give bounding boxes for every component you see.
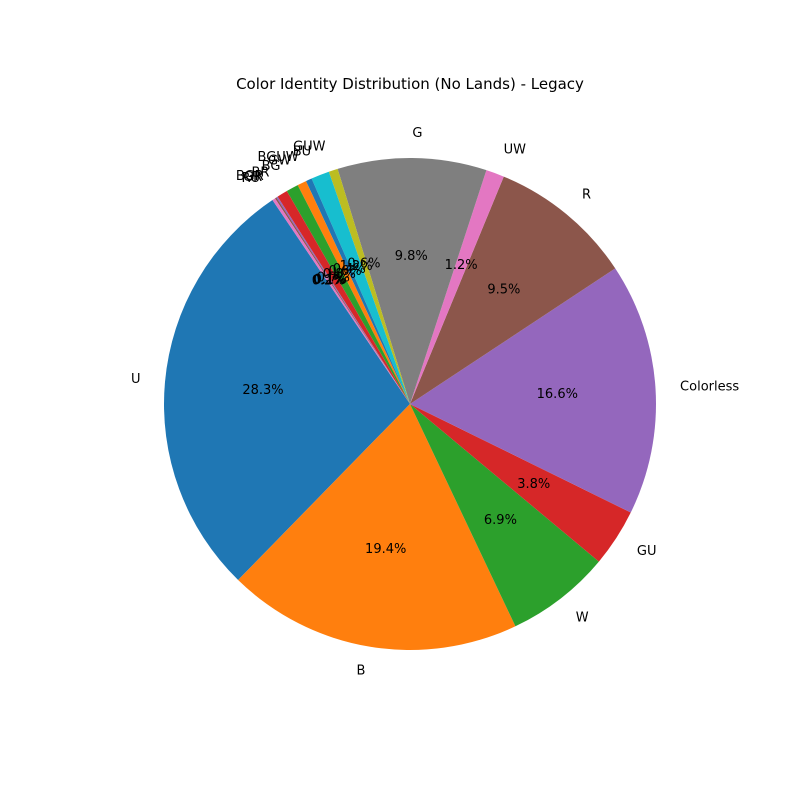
pie-slice-gu: [410, 404, 631, 562]
slice-percent-ru: 0.2%: [312, 274, 345, 289]
slice-percent-w: 6.9%: [484, 513, 517, 528]
slice-percent-bu: 1.2%: [340, 259, 373, 274]
slice-percent-g: 9.8%: [395, 249, 428, 264]
slice-percent-bgr: 0.1%: [314, 272, 347, 287]
slice-label-bguw: BGUW: [258, 150, 299, 165]
slice-label-b: B: [357, 663, 366, 678]
slice-percent-gu: 3.8%: [517, 477, 550, 492]
slice-label-br: BR: [251, 165, 269, 180]
slice-label-w: W: [576, 610, 589, 625]
pie-slice-g: [337, 158, 487, 404]
pie-slice-u: [163, 200, 410, 580]
slice-label-gw: GW: [268, 153, 291, 168]
slice-percent-u: 28.3%: [242, 383, 283, 398]
slice-percent-bg: 0.8%: [323, 267, 356, 282]
slice-percent-guw: 0.6%: [347, 256, 380, 271]
slice-percent-br: 0.7%: [317, 270, 350, 285]
pie-slices: [163, 158, 656, 650]
pie-slice-w: [410, 404, 599, 627]
pie-slice-br: [277, 191, 410, 404]
slice-label-ru: RU: [242, 171, 261, 186]
slice-label-bg: BG: [262, 159, 281, 174]
slice-percent-colorless: 16.6%: [537, 387, 578, 402]
slice-label-r: R: [582, 188, 591, 203]
pie-slice-colorless: [410, 268, 656, 513]
pie-slice-bu: [311, 171, 410, 404]
slice-label-bu: BU: [293, 145, 311, 160]
pie-percent-labels: 28.3%19.4%6.9%3.8%16.6%9.5%1.2%9.8%0.6%1…: [242, 249, 578, 557]
slice-percent-bguw: 0.4%: [333, 262, 366, 277]
slice-percent-r: 9.5%: [487, 283, 520, 298]
slice-percent-gr: 0.1%: [313, 273, 346, 288]
slice-label-gu: GU: [637, 544, 657, 559]
slice-label-g: G: [412, 126, 422, 141]
pie-slice-b: [238, 404, 516, 650]
pie-slice-guw: [328, 168, 410, 404]
pie-slice-gr: [275, 197, 410, 404]
slice-label-colorless: Colorless: [680, 379, 739, 394]
pie-slice-ru: [272, 198, 410, 404]
pie-slice-bgr: [276, 196, 410, 404]
slice-label-bgr: BGR: [236, 169, 264, 184]
chart-title: Color Identity Distribution (No Lands) -…: [236, 75, 584, 93]
pie-slice-bguw: [305, 178, 410, 404]
pie-slice-gw: [297, 181, 410, 404]
slice-label-uw: UW: [504, 143, 527, 158]
slice-percent-uw: 1.2%: [445, 258, 478, 273]
slice-label-guw: GUW: [293, 139, 326, 154]
slice-label-gr: GR: [243, 170, 262, 185]
slice-percent-gw: 0.6%: [329, 264, 362, 279]
pie-slice-uw: [410, 170, 504, 404]
slice-percent-b: 19.4%: [365, 542, 406, 557]
pie-slice-r: [410, 176, 616, 404]
pie-slice-bg: [286, 185, 410, 404]
slice-label-u: U: [131, 372, 141, 387]
